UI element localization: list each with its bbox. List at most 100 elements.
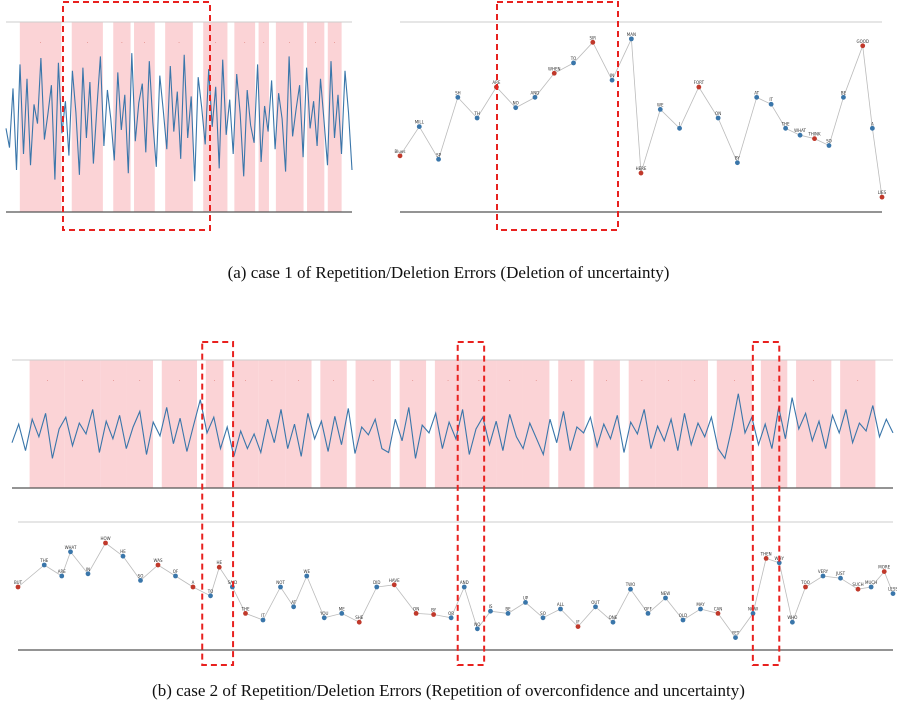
b-bottom-point-label: OF	[173, 569, 179, 574]
b-top-highlight-span	[522, 360, 550, 488]
b-bottom-point-label: VERY	[818, 569, 829, 574]
b-bottom-point	[575, 624, 581, 629]
b-bottom-point-label: BY	[431, 608, 437, 613]
b-bottom-point	[278, 584, 283, 590]
b-bottom-point-label: TWO	[625, 582, 636, 587]
b-top-series-line	[11, 393, 894, 460]
b-bottom-point-label: SHE	[355, 615, 364, 620]
b-bottom-point-label: IN	[86, 567, 90, 572]
a-right-point	[754, 94, 760, 100]
b-bottom-point	[15, 584, 21, 590]
a-right-point-label: SH	[455, 90, 461, 95]
b-top-highlight-span	[716, 360, 753, 488]
b-top-highlight-span	[64, 360, 101, 488]
b-top-highlight-span	[496, 360, 523, 488]
b-bottom-point	[321, 615, 327, 621]
b-bottom-point-label: ONE	[609, 615, 618, 620]
b-top-highlight-span	[205, 360, 224, 488]
b-bottom-point-label: WHAT	[65, 545, 77, 550]
caption-case-2: (b) case 2 of Repetition/Deletion Errors…	[152, 681, 745, 700]
b-bottom-point	[356, 619, 362, 625]
b-bottom-point-label: OFF	[644, 606, 652, 611]
b-bottom-point-label: ALL	[557, 602, 565, 607]
b-top-highlight-span	[593, 360, 620, 488]
b-top-span-marker: ·	[606, 378, 608, 384]
a-left-span-marker: ·	[334, 40, 336, 46]
b-bottom-point	[260, 617, 266, 623]
a-right-point-label: SO	[826, 139, 832, 144]
b-bottom-point	[505, 611, 511, 616]
a-left-emphasis-box	[62, 1, 211, 231]
a-right-point-label: MAN	[627, 32, 636, 37]
a-right-point-label: IT	[769, 97, 773, 102]
b-bottom-point	[663, 595, 668, 601]
b-bottom-point	[304, 573, 310, 579]
a-right-point-label: AT	[754, 90, 759, 95]
b-bottom-point-label: HE	[120, 549, 126, 554]
b-bottom-point	[391, 582, 397, 588]
a-left-span-marker: ·	[40, 40, 42, 46]
b-bottom-point	[838, 575, 843, 581]
a-right-point	[826, 143, 832, 148]
b-bottom-point-label: NOT	[276, 580, 285, 585]
b-bottom-point-label: BE	[505, 606, 511, 611]
b-bottom-point-label: THEN	[760, 551, 772, 556]
b-bottom-point	[750, 611, 756, 616]
a-right-point-label: Blues	[395, 149, 406, 154]
b-bottom-point-label: ME	[339, 606, 345, 611]
b-bottom-point-label: TOO	[800, 580, 810, 585]
b-top-highlight-span	[232, 360, 259, 488]
a-right-point	[696, 84, 702, 90]
a-left-highlight-span	[203, 22, 228, 212]
b-bottom-point	[593, 604, 598, 610]
a-right-point	[812, 136, 817, 142]
a-right-point-label: FORT	[694, 80, 705, 85]
a-right-point-label: THINK	[807, 132, 821, 137]
b-bottom-point-label: IF	[576, 620, 580, 625]
a-left-highlight-span	[307, 22, 325, 212]
b-bottom-point-label: OUT	[591, 600, 600, 605]
b-top-span-marker: ·	[82, 378, 84, 384]
b-bottom-point-label: DID	[373, 580, 380, 585]
a-right-point-label: TO	[570, 56, 577, 61]
b-top-span-marker: ·	[412, 378, 414, 384]
a-right-point	[783, 125, 788, 131]
b-bottom-point-label: YOU	[319, 611, 328, 616]
b-top-span-marker: ·	[447, 378, 449, 384]
b-bottom-point-label: MORE	[878, 565, 890, 570]
b-bottom-point	[763, 556, 769, 561]
b-bottom-point-label: THE	[241, 606, 250, 611]
b-top-highlight-span	[100, 360, 127, 488]
b-bottom-point	[138, 578, 143, 583]
b-top-highlight-span	[258, 360, 286, 488]
a-right-point-label: WHEN	[548, 66, 560, 71]
a-right-point-label: ARE	[492, 80, 501, 85]
b-top-span-marker: ·	[139, 378, 141, 384]
b-top-span-marker: ·	[813, 378, 815, 384]
b-top-span-marker: ·	[372, 378, 374, 384]
b-bottom-point-label: NO	[474, 622, 480, 627]
a-right-point-label: BY	[735, 156, 741, 161]
a-right-point	[609, 77, 615, 83]
b-bottom-point	[190, 584, 196, 590]
a-right-point	[532, 94, 538, 100]
b-top-span-marker: ·	[46, 378, 48, 384]
b-bottom-point	[103, 540, 108, 546]
a-left-span-marker: ·	[121, 40, 123, 46]
a-right-point	[590, 39, 596, 45]
a-right-point-label: A	[871, 121, 874, 126]
b-bottom-point-label: OR	[448, 611, 454, 616]
b-emphasis-box	[456, 341, 486, 666]
a-right-point	[677, 125, 682, 131]
b-top-highlight-span	[840, 360, 876, 488]
a-left-span-marker: ·	[144, 40, 146, 46]
a-left-span-marker: ·	[315, 40, 317, 46]
a-right-point	[638, 170, 644, 176]
b-bottom-point-label: OLD	[679, 613, 687, 618]
a-right-point	[768, 101, 774, 107]
b-top-span-marker: ·	[214, 378, 216, 384]
b-bottom-point	[155, 562, 161, 568]
a-right-point-label: SIR	[590, 35, 597, 40]
b-top-highlight-span	[796, 360, 832, 488]
a-left-span-marker: ·	[215, 40, 217, 46]
